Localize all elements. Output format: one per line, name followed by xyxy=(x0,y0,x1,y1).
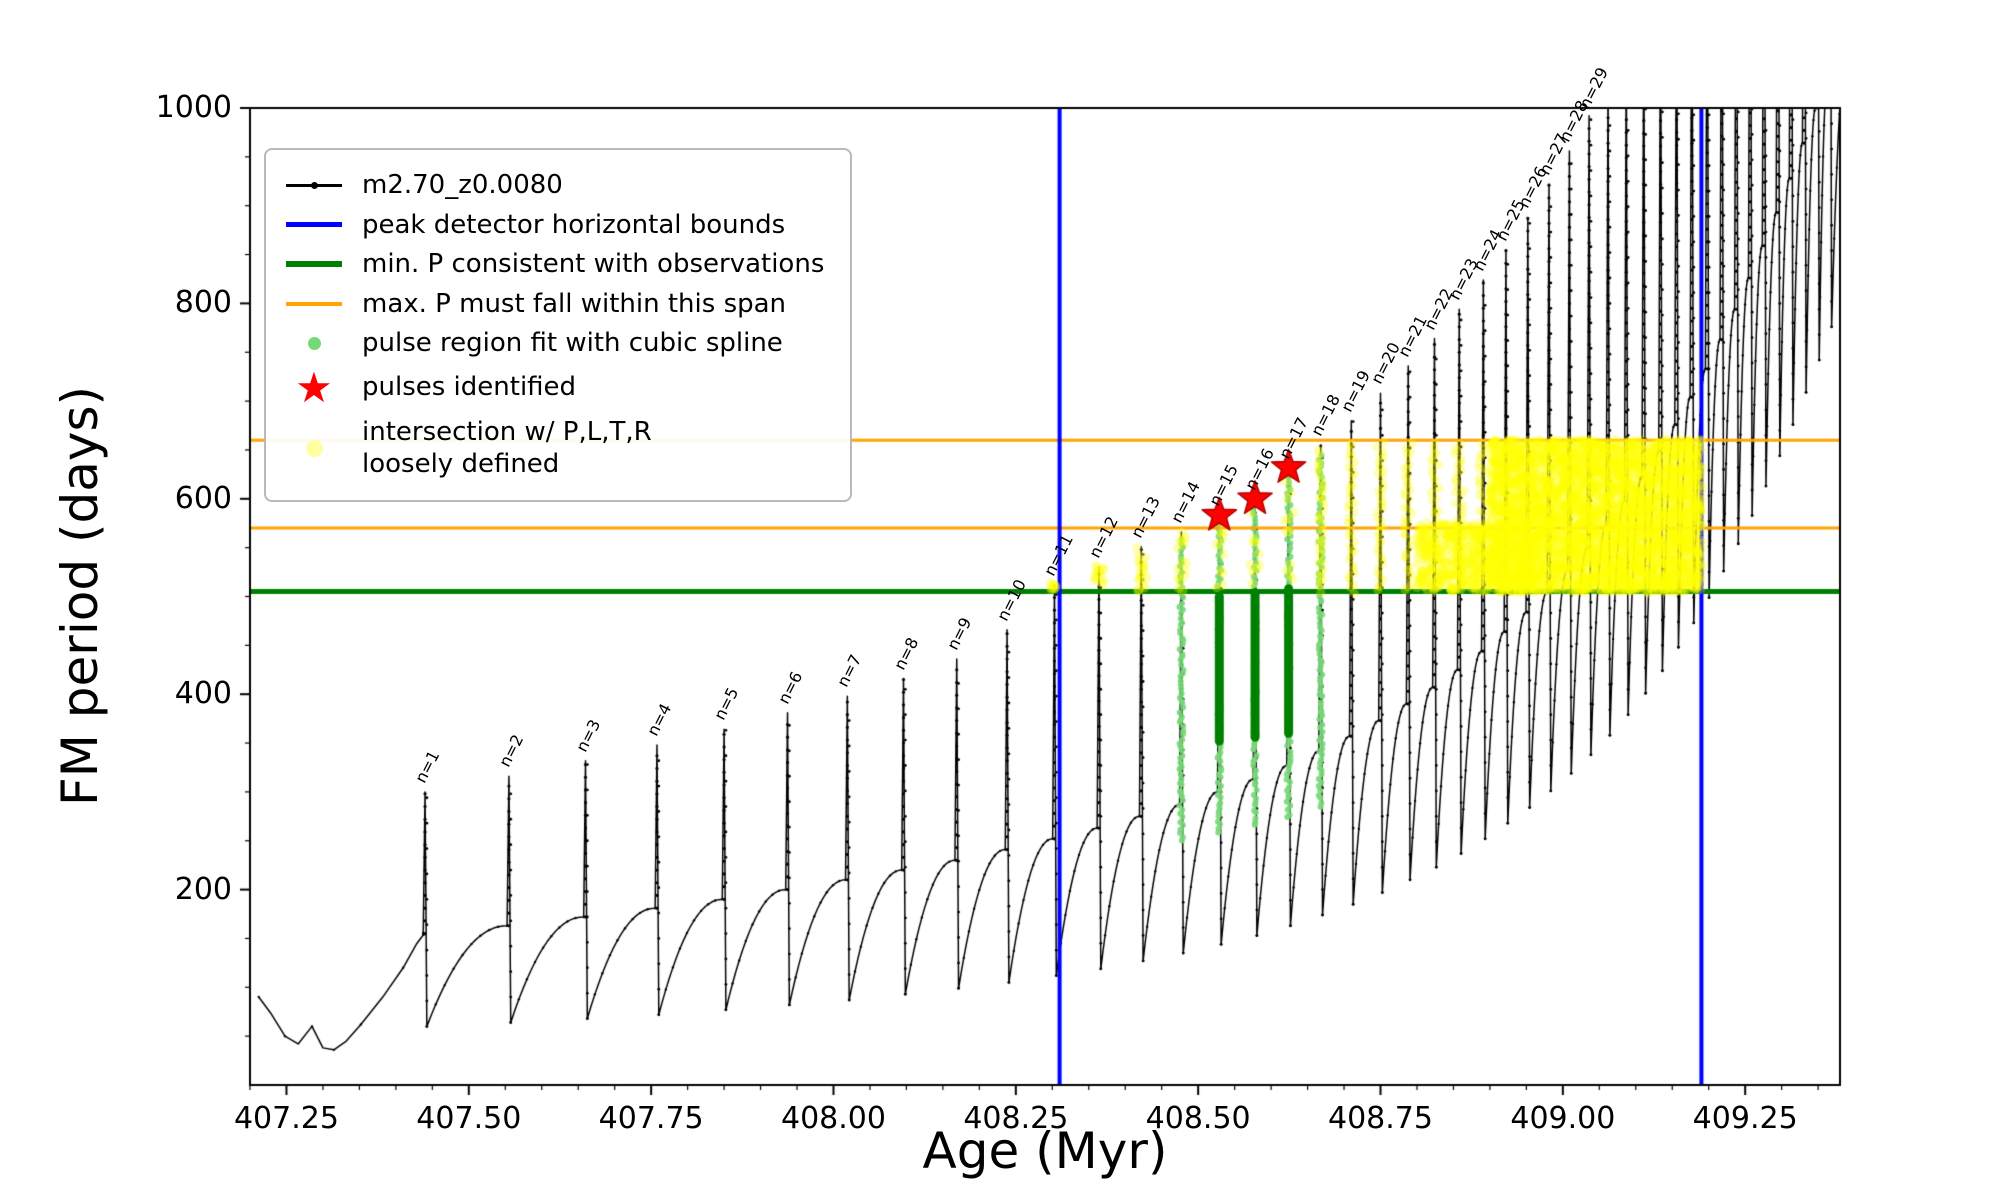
x-tick-label: 407.50 xyxy=(416,1101,522,1136)
x-axis-label: Age (Myr) xyxy=(922,1122,1168,1180)
y-tick-label: 1000 xyxy=(155,90,232,125)
x-tick-label: 407.75 xyxy=(598,1101,704,1136)
red-star-marker-icon: ★ xyxy=(282,362,346,412)
legend-item-pulses-identified: ★ pulses identified xyxy=(282,362,824,412)
y-tick-label: 200 xyxy=(174,871,232,907)
green-dot-marker-icon xyxy=(282,336,346,350)
legend-label: intersection w/ P,L,T,R loosely defined xyxy=(362,416,652,480)
legend: m2.70_z0.0080 peak detector horizontal b… xyxy=(264,148,853,502)
star-icon: ★ xyxy=(295,362,333,412)
y-tick-label: 800 xyxy=(174,285,232,321)
legend-item-pulse-region: pulse region fit with cubic spline xyxy=(282,327,824,360)
legend-item-peak-bounds: peak detector horizontal bounds xyxy=(282,209,824,242)
y-tick-label: 600 xyxy=(174,480,232,516)
x-tick-label: 409.00 xyxy=(1510,1101,1616,1136)
blue-line-marker-icon xyxy=(282,222,346,228)
legend-label: peak detector horizontal bounds xyxy=(362,209,786,240)
yellow-dot-marker-icon xyxy=(282,439,346,457)
legend-item-intersection: intersection w/ P,L,T,R loosely defined xyxy=(282,416,824,481)
legend-item-min-p: min. P consistent with observations xyxy=(282,248,824,281)
legend-label: max. P must fall within this span xyxy=(362,288,787,319)
legend-label: m2.70_z0.0080 xyxy=(362,170,563,200)
legend-item-max-p-span: max. P must fall within this span xyxy=(282,288,824,321)
x-tick-label: 408.75 xyxy=(1328,1101,1433,1136)
line-with-dot-marker-icon xyxy=(282,181,346,189)
legend-label: pulses identified xyxy=(362,372,577,403)
y-tick-label: 400 xyxy=(174,676,232,712)
x-tick-label: 409.25 xyxy=(1692,1101,1798,1136)
x-tick-label: 408.00 xyxy=(780,1101,886,1136)
x-tick-label: 408.25 xyxy=(963,1101,1069,1136)
legend-label: min. P consistent with observations xyxy=(362,249,825,279)
x-tick-label: 407.25 xyxy=(233,1101,339,1136)
x-tick-label: 408.50 xyxy=(1145,1101,1251,1136)
orange-line-marker-icon xyxy=(282,301,346,306)
green-line-marker-icon xyxy=(282,261,346,268)
y-axis-label: FM period (days) xyxy=(51,386,109,806)
legend-label: pulse region fit with cubic spline xyxy=(362,328,783,358)
legend-item-series: m2.70_z0.0080 xyxy=(282,169,824,202)
